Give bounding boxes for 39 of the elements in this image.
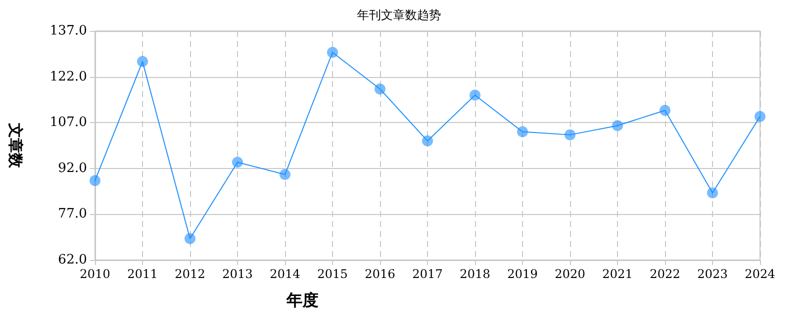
- point: [612, 120, 623, 132]
- x-tick-label: 2022: [650, 267, 680, 281]
- x-tick-label: 2011: [127, 267, 158, 281]
- y-axis-title: 文章数: [6, 122, 24, 169]
- x-tick-label: 2016: [364, 267, 396, 281]
- point: [422, 135, 433, 146]
- y-tick-label: 62.0: [58, 252, 87, 268]
- x-axis-title: 年度: [286, 290, 318, 310]
- x-tick-label: 2017: [412, 267, 443, 281]
- y-tick-label: 92.0: [58, 160, 87, 176]
- y-tick-label: 122.0: [50, 69, 87, 84]
- point: [374, 84, 386, 95]
- x-tick-label: 2023: [697, 267, 728, 281]
- y-tick-label: 107.0: [50, 115, 87, 130]
- point: [564, 129, 576, 140]
- x-tick-label: 2018: [460, 267, 490, 281]
- point: [660, 104, 670, 116]
- point: [327, 46, 338, 58]
- point: [137, 56, 148, 68]
- y-tick-label: 137.0: [50, 24, 87, 38]
- point: [517, 126, 528, 138]
- x-tick-label: 2021: [602, 267, 633, 281]
- y-tick-label: 77.0: [58, 206, 87, 222]
- point: [280, 169, 290, 180]
- point: [184, 233, 196, 244]
- point: [90, 175, 100, 186]
- point: [470, 90, 480, 101]
- point: [707, 187, 718, 198]
- x-tick-label: 2010: [80, 267, 110, 281]
- x-tick-label: 2024: [744, 267, 776, 281]
- x-tick-label: 2014: [270, 267, 301, 281]
- point: [754, 110, 766, 122]
- x-tick-label: 2013: [222, 267, 253, 281]
- x-tick-label: 2015: [317, 267, 348, 281]
- x-tick-label: 2020: [554, 267, 586, 281]
- x-tick-label: 2012: [174, 267, 206, 281]
- x-tick-label: 2019: [507, 267, 538, 281]
- chart-title: 年刊文章数趋势: [357, 8, 441, 22]
- point: [232, 156, 243, 168]
